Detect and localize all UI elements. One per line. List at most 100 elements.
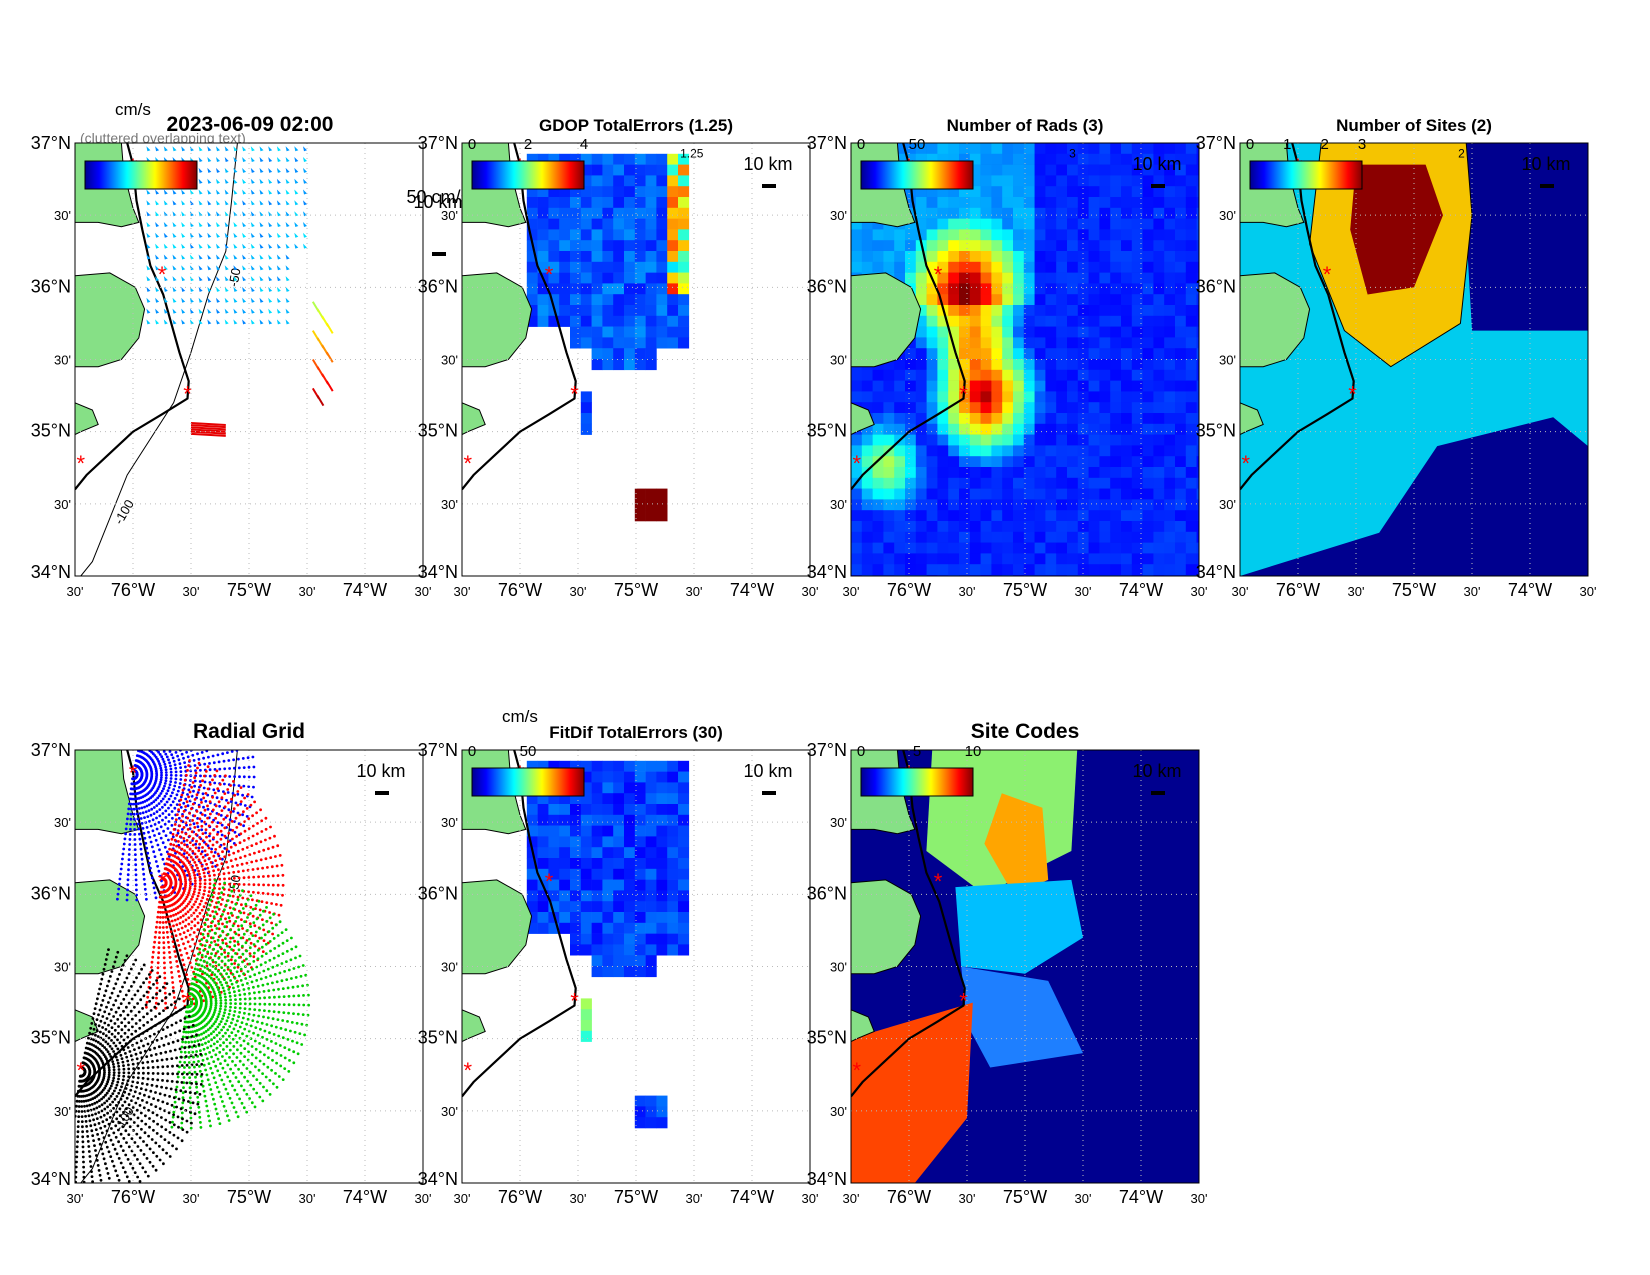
radial-grid-point <box>199 958 203 962</box>
field-cell <box>894 467 906 479</box>
lat-tick-label: 30' <box>830 353 847 368</box>
radial-grid-point <box>236 1029 240 1033</box>
field-cell <box>1185 261 1197 273</box>
field-cell <box>1077 326 1089 338</box>
radial-grid-point <box>265 920 269 923</box>
radial-grid-point <box>164 809 168 813</box>
field-cell <box>624 272 636 284</box>
radial-grid-point <box>212 1030 216 1033</box>
field-cell <box>1164 521 1176 533</box>
field-cell <box>915 510 927 522</box>
radial-grid-point <box>187 795 190 799</box>
field-cell <box>948 488 960 500</box>
radial-grid-point <box>270 1068 273 1072</box>
radial-grid-point <box>194 846 198 850</box>
field-cell <box>948 445 960 457</box>
radial-grid-point <box>184 765 187 769</box>
lon-tick-label: 76°W <box>1276 580 1320 600</box>
colorbar-tick: 2 <box>1320 136 1328 153</box>
field-cell <box>645 294 657 306</box>
radial-grid-point <box>188 900 192 904</box>
field-cell <box>1056 240 1068 252</box>
radial-grid-point <box>231 865 235 868</box>
current-vector <box>285 254 290 260</box>
field-cell <box>1110 564 1122 576</box>
radial-grid-point <box>281 1078 285 1081</box>
field-cell <box>915 186 927 198</box>
current-vector <box>155 243 160 249</box>
radial-grid-point <box>223 1071 227 1074</box>
radial-grid-point <box>274 1042 278 1045</box>
radial-grid-point <box>152 850 156 854</box>
field-cell <box>1121 186 1133 198</box>
field-cell <box>1164 391 1176 403</box>
contour-label: 2 <box>1458 146 1465 160</box>
radial-grid-point <box>202 949 206 952</box>
field-cell <box>980 510 992 522</box>
field-cell <box>1110 467 1122 479</box>
radial-grid-point <box>219 903 223 906</box>
radial-grid-point <box>216 1015 220 1019</box>
current-vector <box>216 297 220 303</box>
radial-grid-point <box>248 962 252 966</box>
radial-grid-point <box>244 941 248 945</box>
field-cell <box>1045 218 1057 230</box>
field-cell <box>1196 175 1199 187</box>
field-cell <box>1175 143 1187 155</box>
field-cell <box>1002 380 1014 392</box>
field-cell <box>537 261 549 273</box>
radial-grid-point <box>182 942 185 946</box>
radial-grid-point <box>154 860 158 863</box>
field-cell <box>537 218 549 230</box>
radial-grid-point <box>196 866 199 870</box>
field-cell <box>656 251 668 263</box>
radial-grid-point <box>256 832 259 836</box>
radial-grid-point <box>197 788 201 792</box>
radial-grid-point <box>280 979 284 983</box>
radial-grid-point <box>152 800 156 804</box>
field-cell <box>591 153 603 165</box>
radial-grid-point <box>268 996 271 999</box>
radial-grid-point <box>178 782 182 785</box>
radial-grid-point <box>206 853 209 856</box>
field-cell <box>1045 153 1057 165</box>
radial-grid-point <box>210 1055 214 1059</box>
radial-grid-point <box>196 968 200 971</box>
current-vector <box>181 146 186 152</box>
radial-grid-point <box>179 766 182 769</box>
radial-grid-point <box>252 1031 256 1035</box>
lat-tick-label: 36°N <box>1196 276 1236 296</box>
field-cell <box>1196 542 1199 554</box>
radial-grid-point <box>259 977 263 981</box>
radial-grid-point <box>205 939 209 943</box>
field-cell <box>905 380 917 392</box>
field-cell <box>894 251 906 263</box>
field-cell <box>991 456 1003 468</box>
current-vector <box>181 276 186 282</box>
radial-grid-point <box>198 885 202 889</box>
radial-grid-point <box>187 997 190 1000</box>
map-content: -100-50**** <box>75 143 423 576</box>
field-cell <box>1164 575 1176 576</box>
radial-grid-point <box>236 863 239 867</box>
field-cell <box>937 575 949 576</box>
radial-grid-point <box>213 905 217 909</box>
field-cell <box>1056 488 1068 500</box>
field-cell <box>1185 326 1197 338</box>
field-cell <box>548 218 560 230</box>
radial-grid-point <box>188 877 192 881</box>
radial-grid-point <box>199 918 203 922</box>
field-cell <box>926 240 938 252</box>
current-vector <box>250 211 255 217</box>
radial-grid-point <box>181 828 184 831</box>
radial-grid-point <box>203 889 206 893</box>
radial-grid-point <box>203 882 207 886</box>
field-cell <box>1121 413 1133 425</box>
field-cell <box>1131 456 1143 468</box>
radial-grid-point <box>186 816 190 820</box>
lat-tick-label: 37°N <box>418 133 458 153</box>
field-cell <box>1110 542 1122 554</box>
field-cell <box>851 531 863 543</box>
radial-grid-point <box>201 792 205 796</box>
field-cell <box>1056 445 1068 457</box>
